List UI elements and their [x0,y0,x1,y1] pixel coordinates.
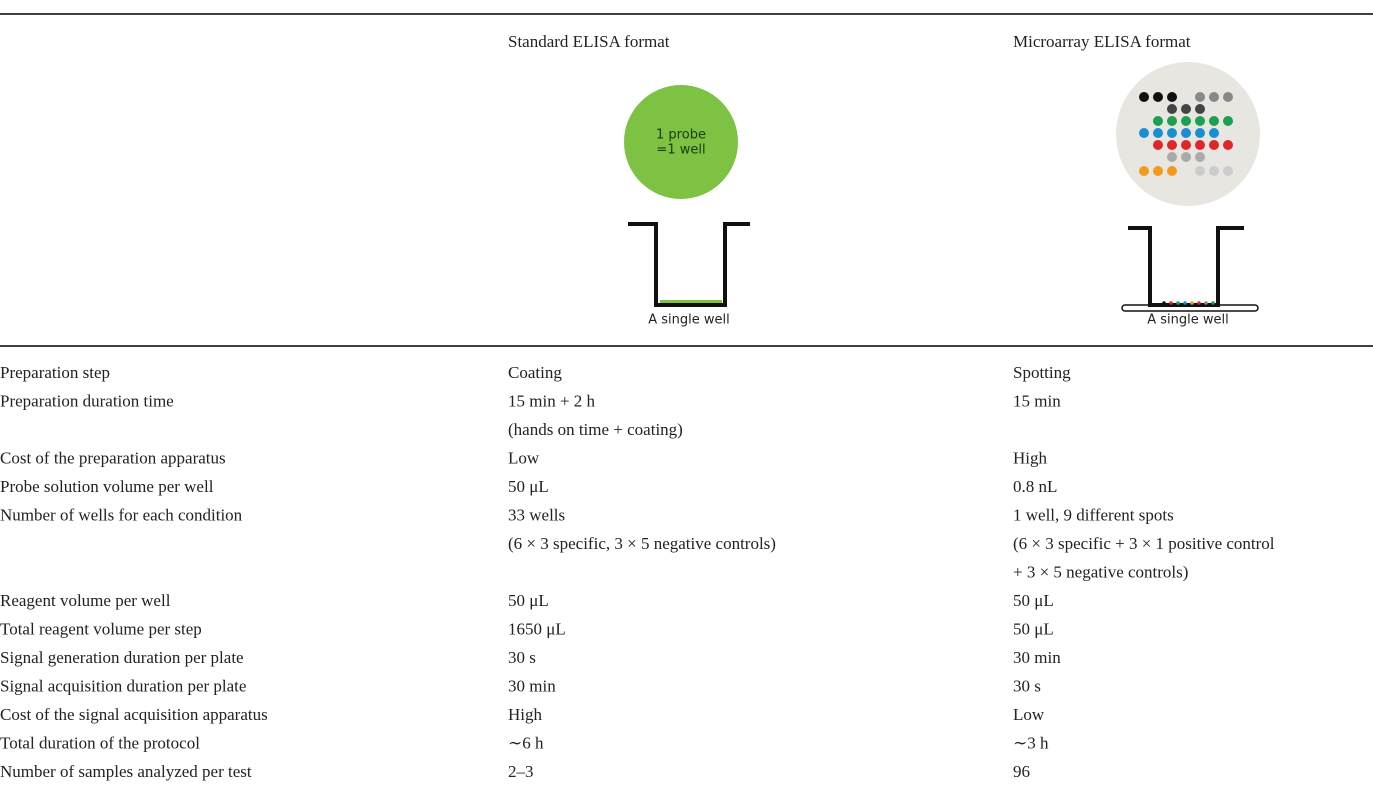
spot [1167,166,1177,176]
cell-text: 2–3 [508,762,534,781]
row-label: Total reagent volume per step [0,619,202,638]
column-header: Standard ELISA format [508,32,670,51]
cell-text: 1650 μL [508,619,566,638]
cell-text: High [1013,448,1048,467]
row-label: Number of wells for each condition [0,505,243,524]
spot [1223,92,1233,102]
spot [1209,116,1219,126]
cell-text: 30 s [508,648,536,667]
spot [1181,116,1191,126]
spot [1211,301,1215,305]
cell-text: Coating [508,363,562,382]
cell-text: + 3 × 5 negative controls) [1013,562,1188,581]
cell-text: Spotting [1013,363,1071,382]
cell-text: 33 wells [508,505,565,524]
spot [1181,152,1191,162]
spot [1153,128,1163,138]
spot [1223,116,1233,126]
spot [1167,152,1177,162]
standard-figure: 1 probe =1 well A single well [624,85,750,328]
row-label: Cost of the preparation apparatus [0,448,226,467]
spot [1223,166,1233,176]
spot [1167,92,1177,102]
cell-text: 30 min [508,676,556,695]
circle-label: =1 well [656,143,705,158]
spot [1209,166,1219,176]
spot [1209,140,1219,150]
figure-caption: A single well [1147,313,1229,328]
spot [1195,104,1205,114]
spot [1176,301,1180,305]
spot [1167,128,1177,138]
cell-text: 50 μL [1013,619,1054,638]
spot [1169,301,1173,305]
cell-text: (6 × 3 specific + 3 × 1 positive control [1013,534,1275,553]
well [1128,226,1244,307]
cell-text: 50 μL [508,591,549,610]
spot [1195,140,1205,150]
spot [1181,128,1191,138]
spot [1139,166,1149,176]
spot [1195,166,1205,176]
figure-caption: A single well [648,313,730,328]
spot [1153,166,1163,176]
spot [1209,128,1219,138]
spot [1183,301,1187,305]
cell-text: 96 [1013,762,1030,781]
row-label: Preparation duration time [0,391,174,410]
cell-text: (hands on time + coating) [508,420,683,439]
cell-text: (6 × 3 specific, 3 × 5 negative controls… [508,534,776,553]
spot [1195,116,1205,126]
cell-text: ∼3 h [1013,733,1049,752]
row-label: Number of samples analyzed per test [0,762,252,781]
cell-text: 50 μL [508,477,549,496]
cell-text: High [508,705,543,724]
spot [1209,92,1219,102]
row-label: Reagent volume per well [0,591,171,610]
spot [1197,301,1201,305]
spot [1195,92,1205,102]
spot [1181,140,1191,150]
spot [1223,140,1233,150]
cell-text: 50 μL [1013,591,1054,610]
spot [1190,301,1194,305]
spot [1139,128,1149,138]
cell-text: 30 s [1013,676,1041,695]
spot [1167,116,1177,126]
spot [1153,140,1163,150]
cell-text: ∼6 h [508,733,544,752]
spot [1181,104,1191,114]
spot [1139,92,1149,102]
well [628,222,750,307]
probe-circle [624,85,738,199]
row-label: Probe solution volume per well [0,477,214,496]
spot [1153,116,1163,126]
spot [1162,301,1166,305]
spot [1204,301,1208,305]
cell-text: 15 min [1013,391,1061,410]
microarray-figure: A single well [1116,62,1260,328]
row-label: Cost of the signal acquisition apparatus [0,705,268,724]
row-label: Signal generation duration per plate [0,648,244,667]
spot [1195,128,1205,138]
cell-text: 0.8 nL [1013,477,1057,496]
cell-text: Low [508,448,540,467]
row-label: Total duration of the protocol [0,733,200,752]
row-label: Signal acquisition duration per plate [0,676,246,695]
circle-label: 1 probe [656,128,706,143]
cell-text: 1 well, 9 different spots [1013,505,1174,524]
cell-text: 30 min [1013,648,1061,667]
cell-text: Low [1013,705,1045,724]
spot [1167,104,1177,114]
row-label: Preparation step [0,363,110,382]
spot [1153,92,1163,102]
spot [1195,152,1205,162]
cell-text: 15 min + 2 h [508,391,596,410]
column-header: Microarray ELISA format [1013,32,1191,51]
spot [1167,140,1177,150]
